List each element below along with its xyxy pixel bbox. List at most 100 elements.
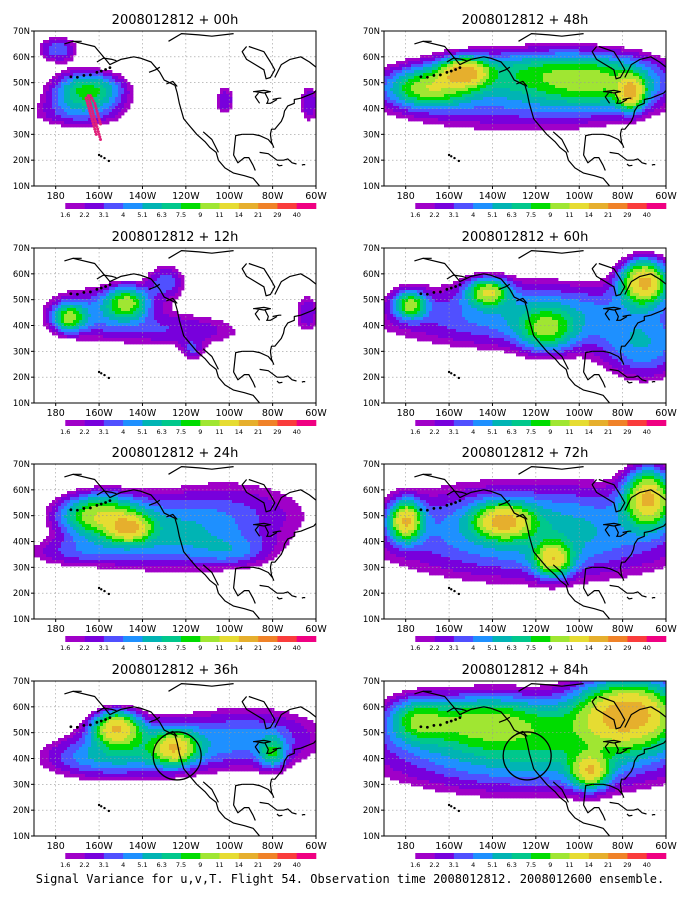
lon-label: 180 (47, 841, 65, 852)
colorbar-swatch (531, 853, 551, 859)
lon-label: 160W (435, 624, 463, 635)
lon-label: 100W (565, 191, 593, 202)
lon-label: 60W (655, 408, 677, 419)
lat-label: 60N (13, 53, 30, 63)
colorbar-label: 3.1 (99, 211, 109, 219)
colorbar-label: 11 (565, 644, 573, 652)
lon-label: 60W (655, 624, 677, 635)
colorbar-swatch (608, 853, 628, 859)
map-gridlines (384, 31, 666, 186)
colorbar-label: 6.3 (157, 428, 167, 436)
lon-label: 120W (172, 624, 200, 635)
colorbar-swatch (181, 636, 201, 642)
lon-label: 100W (565, 624, 593, 635)
colorbar-swatch (531, 636, 551, 642)
lat-label: 30N (13, 130, 30, 140)
colorbar-label: 5.1 (137, 644, 147, 652)
colorbar-swatch (277, 853, 298, 859)
lat-label: 10N (363, 615, 380, 625)
colorbar-swatch (142, 203, 163, 209)
lat-label: 40N (13, 105, 30, 115)
colorbar-swatch (181, 203, 201, 209)
lon-label: 180 (397, 408, 415, 419)
colorbar-swatch (161, 853, 182, 859)
colorbar-swatch (142, 420, 163, 426)
lat-label: 60N (13, 270, 30, 280)
colorbar-label: 5.1 (137, 861, 147, 869)
colorbar-label: 40 (643, 861, 651, 869)
colorbar-swatch (84, 853, 105, 859)
colorbar-label: 5.1 (487, 211, 497, 219)
colorbar: 1.6 2.2 3.1 4 5.1 6.3 7.5 9 11 14 21 29 40 (410, 853, 667, 869)
map-panel-f12: 2008012812 + 12h 70N 60N 50N 40N 30N 20N 10N 180… (13, 230, 328, 436)
colorbar-swatch (511, 203, 532, 209)
figure-caption: Signal Variance for u,v,T. Flight 54. Ob… (35, 872, 665, 886)
colorbar-label: 11 (565, 211, 573, 219)
colorbar-swatch (473, 853, 493, 859)
lat-label: 40N (13, 755, 30, 765)
lon-label: 180 (47, 624, 65, 635)
lat-label: 60N (363, 53, 380, 63)
variance-field (37, 37, 316, 128)
colorbar-swatch (200, 853, 220, 859)
colorbar-label: 11 (215, 428, 223, 436)
lon-label: 160W (85, 408, 113, 419)
colorbar-label: 7.5 (526, 428, 536, 436)
lat-label: 50N (13, 296, 30, 306)
colorbar-swatch (550, 636, 570, 642)
colorbar-swatch (646, 853, 667, 859)
coastlines (64, 250, 316, 403)
colorbar-swatch (65, 853, 85, 859)
colorbar-label: 5.1 (487, 861, 497, 869)
lon-label: 140W (129, 841, 157, 852)
lon-label: 80W (262, 841, 284, 852)
colorbar-label: 40 (643, 644, 651, 652)
colorbar-swatch (200, 636, 220, 642)
colorbar-swatch (103, 203, 124, 209)
colorbar-label: 7.5 (176, 428, 186, 436)
colorbar-swatch (200, 420, 220, 426)
lon-label: 100W (215, 408, 243, 419)
colorbar-swatch (473, 420, 493, 426)
colorbar-swatch (608, 203, 628, 209)
colorbar: 1.6 2.2 3.1 4 5.1 6.3 7.5 9 11 14 21 29 40 (410, 203, 667, 219)
colorbar: 1.6 2.2 3.1 4 5.1 6.3 7.5 9 11 14 21 29 40 (60, 636, 317, 652)
lat-label: 10N (13, 182, 30, 192)
lat-label: 40N (363, 755, 380, 765)
panel-title: 2008012812 + 60h (462, 230, 589, 245)
lon-label: 100W (215, 841, 243, 852)
colorbar-swatch (627, 853, 648, 859)
colorbar-swatch (219, 420, 240, 426)
colorbar-label: 2.2 (79, 644, 89, 652)
colorbar-swatch (550, 853, 570, 859)
lon-label: 160W (435, 191, 463, 202)
colorbar-label: 9 (548, 428, 552, 436)
map-panel-f60: 2008012812 + 60h 70N 60N 50N 40N 30N 20N 10N 180… (363, 230, 678, 436)
lat-label: 50N (363, 79, 380, 89)
colorbar-label: 2.2 (429, 644, 439, 652)
colorbar-swatch (511, 853, 532, 859)
lon-label: 80W (612, 624, 634, 635)
colorbar-label: 29 (623, 644, 631, 652)
lat-label: 20N (363, 156, 380, 166)
colorbar-label: 9 (548, 644, 552, 652)
lat-label: 60N (363, 270, 380, 280)
colorbar-label: 14 (235, 861, 243, 869)
variance-field (384, 251, 666, 384)
colorbar-label: 9 (198, 428, 202, 436)
colorbar-swatch (123, 853, 143, 859)
colorbar: 1.6 2.2 3.1 4 5.1 6.3 7.5 9 11 14 21 29 40 (60, 420, 317, 436)
colorbar-swatch (84, 420, 105, 426)
lat-label: 30N (13, 780, 30, 790)
lat-label: 20N (363, 373, 380, 383)
colorbar-label: 21 (254, 644, 262, 652)
lat-label: 40N (13, 322, 30, 332)
colorbar-swatch (531, 203, 551, 209)
colorbar-swatch (492, 203, 513, 209)
lon-label: 80W (612, 191, 634, 202)
colorbar-label: 14 (585, 211, 593, 219)
colorbar-label: 21 (604, 211, 612, 219)
colorbar-label: 14 (585, 861, 593, 869)
lon-label: 140W (479, 408, 507, 419)
colorbar-label: 14 (585, 644, 593, 652)
